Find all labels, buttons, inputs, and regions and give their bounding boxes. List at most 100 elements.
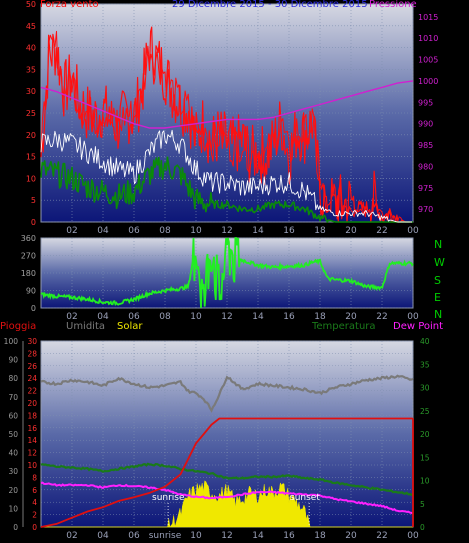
legend-solar: Solar — [117, 321, 143, 332]
temp-ytick-0: 0 — [420, 523, 425, 532]
humidity-line — [40, 374, 414, 413]
dir-ytick-4: 360 — [21, 234, 36, 243]
wind-ytick-1: 5 — [31, 196, 36, 205]
legend-temperature: Temperatura — [312, 321, 376, 332]
wind-xtick-8: 18 — [314, 226, 326, 236]
wind-min-line — [40, 156, 413, 223]
humidity-ytick-9: 90 — [8, 356, 18, 365]
dir-xtick-3: 08 — [159, 312, 171, 322]
wind-xtick-6: 14 — [252, 226, 264, 236]
rain-ytick-12: 24 — [27, 374, 37, 383]
dir-ytick-3: 270 — [21, 252, 36, 261]
dewpoint-line — [40, 481, 414, 515]
pressure-ytick-9: 1015 — [418, 13, 438, 22]
bottom-xtick-6: 14 — [252, 531, 264, 541]
wind-gust-line-2 — [40, 30, 413, 223]
dir-ytick-1: 90 — [26, 287, 36, 296]
rain-ytick-9: 18 — [27, 411, 37, 420]
wind-mean-line — [40, 129, 413, 223]
compass-s: S — [434, 274, 441, 287]
wind-xtick-11: 00 — [407, 226, 419, 236]
compass-n-top: N — [434, 238, 443, 251]
pressure-ytick-2: 980 — [418, 162, 433, 171]
legend-wind-speed: Forza vento — [40, 0, 99, 10]
dir-xtick-0: 02 — [66, 312, 77, 322]
temp-ytick-5: 25 — [420, 407, 430, 416]
bottom-xtick-10: 22 — [376, 531, 387, 541]
dir-ytick-2: 180 — [21, 269, 36, 278]
wind-ytick-7: 35 — [26, 65, 36, 74]
temp-ytick-7: 35 — [420, 360, 430, 369]
pressure-ytick-5: 995 — [418, 98, 433, 107]
humidity-ytick-2: 20 — [8, 486, 18, 495]
wind-xtick-0: 02 — [66, 226, 77, 236]
dir-xtick-10: 22 — [376, 312, 387, 322]
rain-ytick-0: 0 — [32, 523, 37, 532]
wind-gust-line — [40, 26, 413, 223]
legend-dew-point: Dew Point — [393, 321, 444, 332]
rain-ytick-2: 4 — [32, 498, 37, 507]
rain-ytick-8: 16 — [27, 424, 37, 433]
pressure-ytick-8: 1010 — [418, 34, 438, 43]
dir-xtick-11: 00 — [407, 312, 419, 322]
dir-xtick-5: 12 — [221, 312, 232, 322]
humidity-ytick-6: 60 — [8, 411, 18, 420]
wind-ytick-5: 25 — [26, 109, 36, 118]
rain-ytick-11: 22 — [27, 387, 37, 396]
humidity-ytick-8: 80 — [8, 374, 18, 383]
rain-line — [40, 417, 413, 528]
pressure-ytick-1: 975 — [418, 184, 433, 193]
temp-ytick-3: 15 — [420, 453, 430, 462]
wind-ytick-8: 40 — [26, 44, 36, 53]
dir-xtick-6: 14 — [252, 312, 264, 322]
rain-ytick-4: 8 — [32, 473, 37, 482]
rain-ytick-13: 26 — [27, 362, 37, 371]
dir-xtick-9: 20 — [345, 312, 357, 322]
legend-humidity: Umidita — [66, 321, 106, 332]
humidity-ytick-7: 70 — [8, 393, 18, 402]
rain-ytick-6: 12 — [27, 449, 37, 458]
wind-xtick-3: 08 — [159, 226, 171, 236]
legend-pressure: Pressione — [369, 0, 417, 10]
wind-xtick-1: 04 — [97, 226, 109, 236]
compass-n-bottom: N — [434, 308, 443, 321]
humidity-ytick-0: 0 — [13, 523, 18, 532]
bottom-xtick-8: 18 — [314, 531, 326, 541]
plot-series — [40, 26, 414, 528]
rain-ytick-5: 10 — [27, 461, 37, 470]
compass-w: W — [434, 256, 445, 269]
rain-ytick-1: 2 — [32, 511, 37, 520]
wind-ytick-4: 20 — [26, 131, 36, 140]
dir-xtick-8: 18 — [314, 312, 326, 322]
wind-ytick-3: 15 — [26, 153, 36, 162]
bottom-xtick-4: 10 — [190, 531, 202, 541]
temp-ytick-6: 30 — [420, 384, 430, 393]
dir-xtick-7: 16 — [283, 312, 295, 322]
humidity-ytick-5: 50 — [8, 430, 18, 439]
legend-rain: Pioggia — [0, 321, 37, 332]
wind-ytick-10: 50 — [26, 0, 36, 9]
wind-xtick-4: 10 — [190, 226, 202, 236]
pressure-ytick-4: 990 — [418, 120, 433, 129]
temp-ytick-4: 20 — [420, 430, 430, 439]
pressure-ytick-3: 985 — [418, 141, 433, 150]
rain-ytick-10: 20 — [27, 399, 37, 408]
humidity-ytick-1: 10 — [8, 504, 18, 513]
bottom-xtick-2: 06 — [128, 531, 140, 541]
wind-xtick-10: 22 — [376, 226, 387, 236]
pressure-ytick-7: 1005 — [418, 56, 438, 65]
dir-xtick-2: 06 — [128, 312, 140, 322]
bottom-xtick-11: 00 — [407, 531, 419, 541]
rain-ytick-15: 30 — [27, 337, 37, 346]
solar-area — [41, 480, 413, 528]
rain-ytick-14: 28 — [27, 349, 37, 358]
bottom-xtick-3: sunrise — [149, 531, 182, 541]
dir-ytick-0: 0 — [31, 304, 36, 313]
wind-ytick-9: 45 — [26, 22, 36, 31]
temp-ytick-8: 40 — [420, 337, 430, 346]
temp-ytick-1: 5 — [420, 500, 425, 509]
wind-ytick-6: 30 — [26, 87, 36, 96]
annotation-sunset: sunset — [290, 493, 320, 503]
temperature-line — [40, 462, 414, 496]
